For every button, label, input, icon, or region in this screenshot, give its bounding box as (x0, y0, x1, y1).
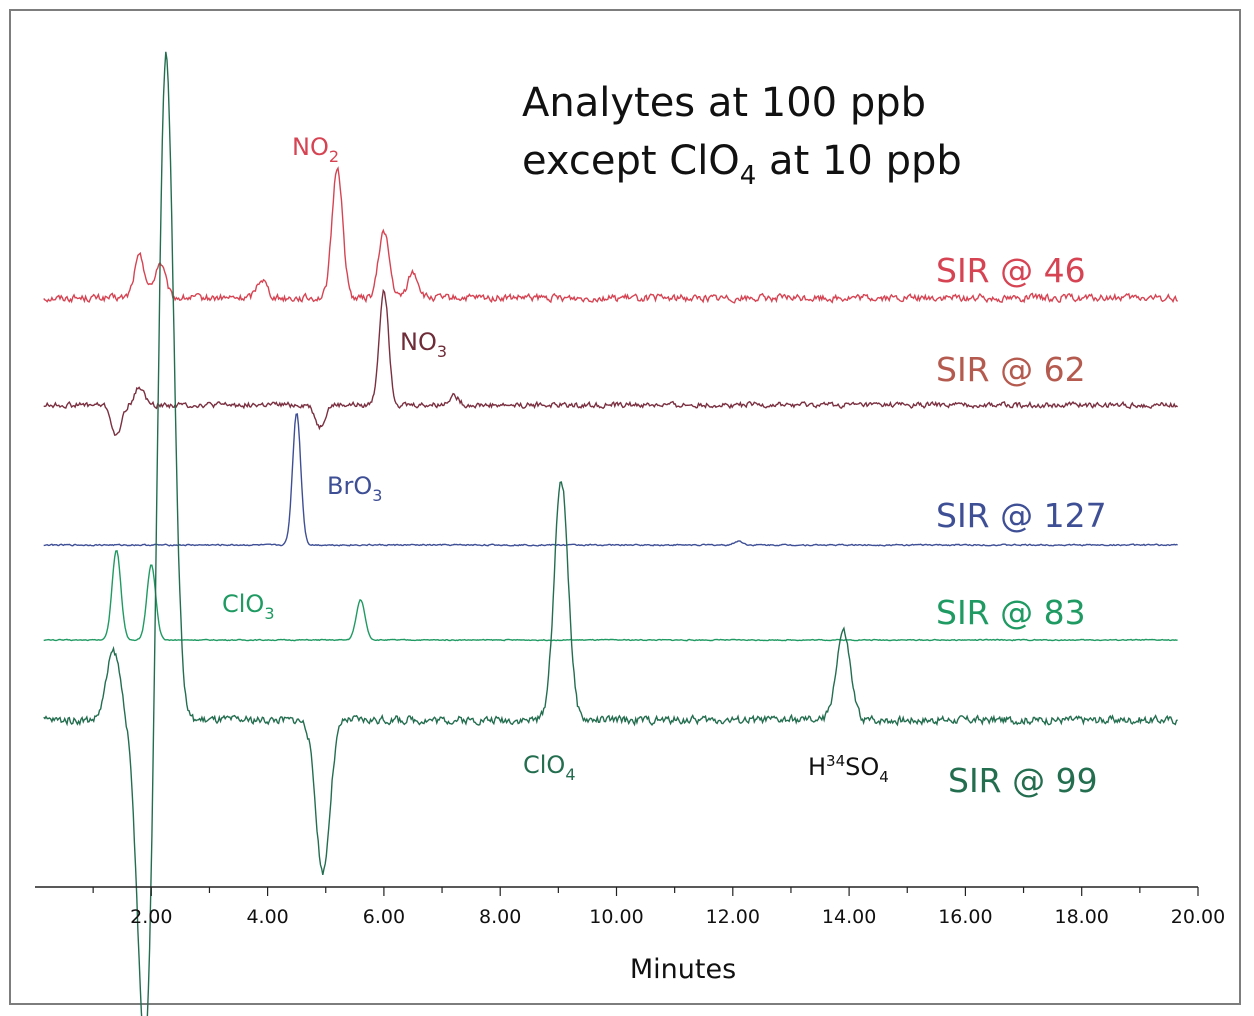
x-tick-label: 10.00 (589, 906, 643, 928)
trace-sir99 (43, 51, 1178, 1016)
trace-sir46 (43, 166, 1179, 304)
x-tick-label: 6.00 (363, 906, 405, 928)
trace-label-sir99: SIR @ 99 (948, 761, 1098, 800)
title-line-1: Analytes at 100 ppb (522, 80, 926, 126)
peak-label-bro3: BrO3 (327, 472, 382, 505)
x-tick-label: 18.00 (1054, 906, 1108, 928)
trace-sir127 (43, 413, 1178, 547)
trace-sir83 (43, 549, 1178, 642)
title-line-2: except ClO4 at 10 ppb (522, 138, 962, 191)
x-tick-label: 14.00 (822, 906, 876, 928)
chart-frame (9, 9, 1241, 1005)
x-tick-label: 2.00 (130, 906, 172, 928)
peak-label-clo4: ClO4 (523, 751, 576, 784)
trace-label-sir127: SIR @ 127 (936, 496, 1107, 535)
trace-layer (43, 51, 1179, 1016)
trace-label-sir62: SIR @ 62 (936, 350, 1086, 389)
x-tick-label: 16.00 (938, 906, 992, 928)
x-tick-label: 4.00 (246, 906, 288, 928)
x-tick-label: 12.00 (706, 906, 760, 928)
peak-label-h34so4: H34SO4 (808, 752, 889, 786)
title-line-2-pre: except ClO (522, 138, 740, 184)
peak-label-no2: NO2 (292, 133, 339, 166)
x-axis-ticks: 2.00 4.00 6.00 8.00 10.00 12.00 14.00 16.00 18.0… (92, 887, 1225, 928)
peak-label-clo3: ClO3 (222, 590, 275, 623)
title-line-2-post: at 10 ppb (756, 138, 961, 184)
x-tick-label: 20.00 (1171, 906, 1225, 928)
peak-label-no3: NO3 (400, 328, 447, 361)
x-tick-label: 8.00 (479, 906, 521, 928)
trace-label-sir83: SIR @ 83 (936, 593, 1086, 632)
trace-sir62 (43, 288, 1179, 436)
title-line-2-sub: 4 (740, 161, 757, 191)
x-axis-label: Minutes (630, 954, 736, 985)
trace-label-sir46: SIR @ 46 (936, 251, 1086, 290)
